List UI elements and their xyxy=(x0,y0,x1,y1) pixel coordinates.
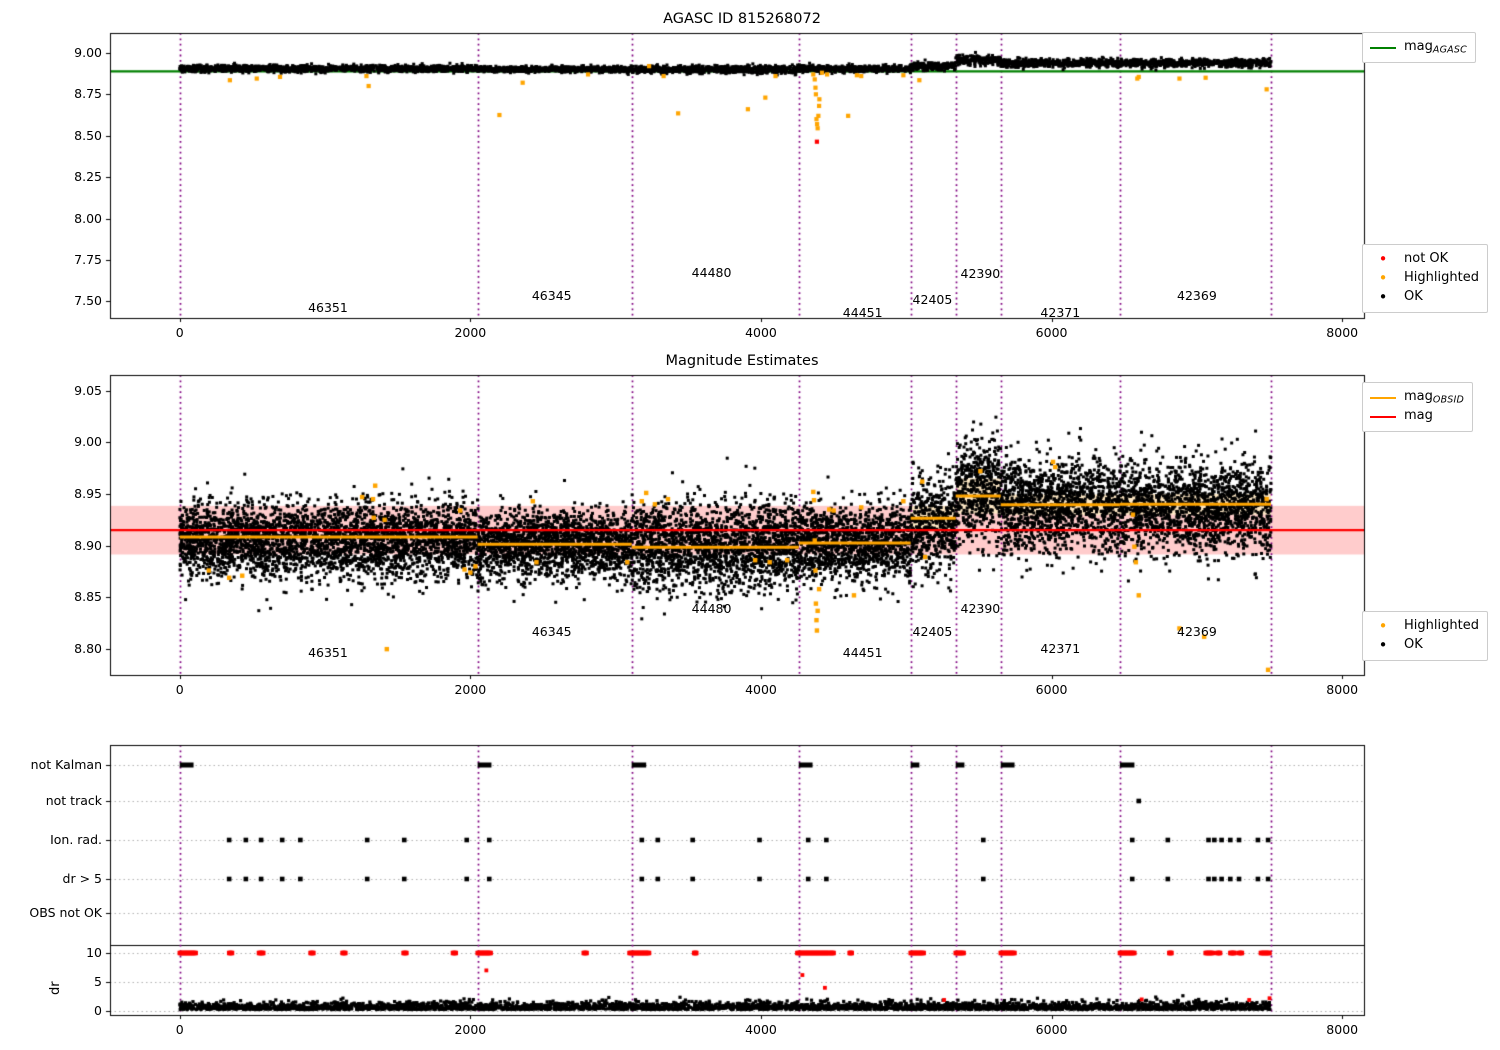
obsid-label-panel2: 42369 xyxy=(1177,624,1217,639)
line-swatch-icon xyxy=(1370,46,1396,49)
legend-label: magAGASC xyxy=(1404,39,1467,56)
legend-entry-panel2-line-1: mag xyxy=(1370,407,1464,426)
legend-label: OK xyxy=(1404,288,1423,304)
legend-entry-panel1-2: • OK xyxy=(1370,288,1479,307)
dot-swatch-icon: • xyxy=(1378,249,1388,268)
legend-label: Highlighted xyxy=(1404,618,1479,633)
flag-row-label: Ion. rad. xyxy=(50,832,102,847)
xtick-label-panel3: 4000 xyxy=(745,1022,777,1037)
ytick-label-panel1: 8.25 xyxy=(74,169,102,185)
legend-entry-mag-agasc: magAGASC xyxy=(1370,38,1467,57)
obsid-label-panel2: 42371 xyxy=(1040,641,1081,656)
ytick-label-panel1: 7.50 xyxy=(74,293,102,309)
dr-tick-label: 10 xyxy=(86,945,102,960)
xtick-label-panel1: 8000 xyxy=(1326,325,1359,340)
ytick-label-panel1: 9.00 xyxy=(74,44,102,60)
xtick-label-panel3: 6000 xyxy=(1035,1022,1068,1037)
ytick-label-panel1: 7.75 xyxy=(74,252,102,267)
xtick-label-panel2: 2000 xyxy=(454,682,487,697)
dr-tick-label: 5 xyxy=(94,974,102,989)
panel2-title: Magnitude Estimates xyxy=(665,353,819,369)
legend-subscript: AGASC xyxy=(1432,44,1467,56)
panel2-legend-lines[interactable]: magOBSID mag xyxy=(1362,382,1474,433)
flag-row-label: not track xyxy=(45,793,102,808)
obsid-label-panel1: 46351 xyxy=(308,300,348,315)
obsid-label-panel1: 42405 xyxy=(912,292,953,307)
xtick-label-panel2: 6000 xyxy=(1035,682,1068,697)
legend-label: mag xyxy=(1404,408,1433,424)
xtick-label-panel1: 4000 xyxy=(745,325,777,340)
obsid-label-panel1: 44480 xyxy=(691,265,732,280)
xtick-label-panel2: 0 xyxy=(175,682,184,697)
xtick-label-panel2: 4000 xyxy=(745,682,777,697)
xtick-label-panel3: 0 xyxy=(175,1022,184,1037)
obsid-label-panel1: 46345 xyxy=(531,288,572,303)
legend-entry-panel2-marker-0: • Highlighted xyxy=(1370,617,1479,636)
legend-entry-panel2-marker-1: • OK xyxy=(1370,636,1479,655)
obsid-label-panel2: 42390 xyxy=(960,601,1001,616)
ytick-label-panel2: 8.95 xyxy=(74,485,102,501)
ytick-label-panel2: 9.00 xyxy=(74,434,102,450)
legend-label: Highlighted xyxy=(1404,269,1479,285)
ytick-label-panel1: 8.50 xyxy=(74,127,102,143)
ytick-label-panel2: 8.85 xyxy=(74,589,102,605)
line-swatch-icon xyxy=(1370,415,1396,418)
xtick-label-panel3: 8000 xyxy=(1326,1022,1359,1037)
dot-swatch-icon: • xyxy=(1378,635,1388,654)
xtick-label-panel1: 6000 xyxy=(1035,325,1068,340)
obsid-label-panel2: 44451 xyxy=(842,645,883,660)
ytick-label-panel1: 8.75 xyxy=(74,86,102,102)
line-swatch-icon xyxy=(1370,396,1396,399)
obsid-label-panel1: 42369 xyxy=(1177,288,1217,303)
xtick-label-panel2: 8000 xyxy=(1326,682,1359,697)
legend-entry-panel2-line-0: magOBSID xyxy=(1370,388,1464,407)
ytick-label-panel2: 9.05 xyxy=(74,382,102,398)
dot-swatch-icon: • xyxy=(1378,268,1388,287)
obsid-label-panel2: 44480 xyxy=(691,601,732,616)
legend-entry-panel1-1: • Highlighted xyxy=(1370,269,1479,288)
dr-axis-label: dr xyxy=(48,981,63,995)
legend-label: not OK xyxy=(1404,251,1449,266)
legend-subscript: OBSID xyxy=(1432,394,1465,406)
flag-row-label: dr > 5 xyxy=(62,871,102,886)
panel1-title: AGASC ID 815268072 xyxy=(663,11,821,27)
legend-label: OK xyxy=(1404,636,1423,652)
ytick-label-panel2: 8.90 xyxy=(74,537,102,553)
obsid-label-panel1: 44451 xyxy=(842,305,883,320)
ytick-label-panel1: 8.00 xyxy=(74,210,102,226)
dr-tick-label: 0 xyxy=(94,1003,102,1018)
flag-row-label: not Kalman xyxy=(30,757,102,772)
xtick-label-panel1: 2000 xyxy=(454,325,487,340)
xtick-label-panel3: 2000 xyxy=(454,1022,487,1037)
obsid-label-panel2: 46345 xyxy=(531,624,572,639)
dot-swatch-icon: • xyxy=(1378,287,1388,306)
flag-row-label: OBS not OK xyxy=(29,905,102,920)
obsid-label-panel2: 46351 xyxy=(308,645,348,660)
obsid-label-panel2: 42405 xyxy=(912,624,953,639)
ytick-label-panel2: 8.80 xyxy=(74,641,102,657)
panel1-legend-magagasc[interactable]: magAGASC xyxy=(1362,32,1476,64)
panel1-legend-markers[interactable]: • not OK • Highlighted • OK xyxy=(1362,244,1488,313)
dot-swatch-icon: • xyxy=(1378,616,1388,635)
obsid-label-panel1: 42371 xyxy=(1040,305,1081,320)
legend-entry-panel1-0: • not OK xyxy=(1370,250,1479,269)
xtick-label-panel1: 0 xyxy=(175,325,184,340)
legend-label: magOBSID xyxy=(1404,389,1465,406)
panel2-legend-markers[interactable]: • Highlighted • OK xyxy=(1362,611,1488,661)
obsid-label-panel1: 42390 xyxy=(960,266,1001,281)
